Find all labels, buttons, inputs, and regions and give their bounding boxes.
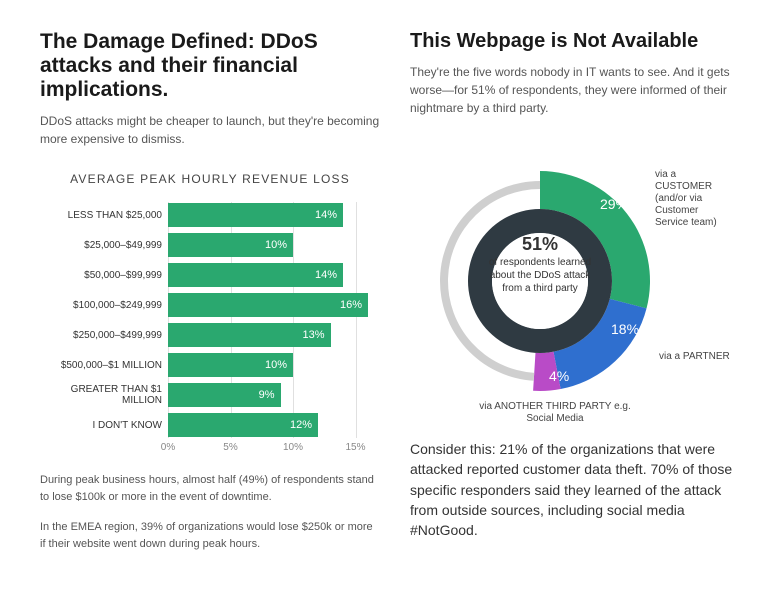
left-subtext: DDoS attacks might be cheaper to launch,… — [40, 112, 380, 148]
bar-rect: 9% — [168, 383, 281, 407]
bar-rect: 16% — [168, 293, 368, 317]
bar-row: $500,000–$1 MILLION10% — [168, 352, 368, 378]
bar-row: $100,000–$249,99916% — [168, 292, 368, 318]
donut-seg-pct-partner: 18% — [611, 321, 639, 337]
axis-tick-label: 5% — [223, 442, 237, 453]
donut-seg-label-other: via ANOTHER THIRD PARTY e.g. Social Medi… — [475, 401, 635, 425]
bar-label: $500,000–$1 MILLION — [40, 360, 162, 371]
bar-row: I DON'T KNOW12% — [168, 412, 368, 438]
bar-label: $50,000–$99,999 — [40, 270, 162, 281]
bar-label: GREATER THAN $1 MILLION — [40, 384, 162, 406]
donut-seg-pct-other: 4% — [549, 368, 569, 384]
donut-chart: 51% of respondents learned about the DDo… — [405, 141, 725, 431]
bar-row: GREATER THAN $1 MILLION9% — [168, 382, 368, 408]
bar-rect: 14% — [168, 203, 343, 227]
bar-label: I DON'T KNOW — [40, 420, 162, 431]
left-heading: The Damage Defined: DDoS attacks and the… — [40, 30, 380, 102]
bar-row: $25,000–$49,99910% — [168, 232, 368, 258]
donut-center-text: 51% of respondents learned about the DDo… — [485, 233, 595, 295]
donut-seg-label-customer: via a CUSTOMER (and/or via Customer Serv… — [655, 169, 725, 229]
axis-tick-label: 10% — [283, 442, 303, 453]
donut-center-caption: of respondents learned about the DDoS at… — [489, 257, 591, 294]
bar-label: LESS THAN $25,000 — [40, 210, 162, 221]
right-footer-note: Consider this: 21% of the organizations … — [410, 439, 739, 540]
bar-label: $100,000–$249,999 — [40, 300, 162, 311]
right-heading: This Webpage is Not Available — [410, 30, 739, 53]
bar-chart: LESS THAN $25,00014%$25,000–$49,99910%$5… — [40, 202, 380, 458]
donut-seg-label-partner: via a PARTNER — [659, 351, 739, 363]
bar-row: $250,000–$499,99913% — [168, 322, 368, 348]
donut-seg-pct-customer: 29% — [600, 196, 628, 212]
left-note-1: During peak business hours, almost half … — [40, 472, 380, 505]
axis-tick-label: 15% — [345, 442, 365, 453]
bar-row: LESS THAN $25,00014% — [168, 202, 368, 228]
bar-rect: 14% — [168, 263, 343, 287]
bar-row: $50,000–$99,99914% — [168, 262, 368, 288]
bar-rect: 13% — [168, 323, 331, 347]
bar-rect: 10% — [168, 233, 293, 257]
right-subtext: They're the five words nobody in IT want… — [410, 63, 739, 117]
axis-tick-label: 0% — [161, 442, 175, 453]
bar-chart-title: AVERAGE PEAK HOURLY REVENUE LOSS — [40, 172, 380, 186]
left-note-2: In the EMEA region, 39% of organizations… — [40, 519, 380, 552]
donut-center-pct: 51% — [485, 233, 595, 256]
bar-rect: 10% — [168, 353, 293, 377]
bar-label: $25,000–$49,999 — [40, 240, 162, 251]
bar-label: $250,000–$499,999 — [40, 330, 162, 341]
bar-rect: 12% — [168, 413, 318, 437]
